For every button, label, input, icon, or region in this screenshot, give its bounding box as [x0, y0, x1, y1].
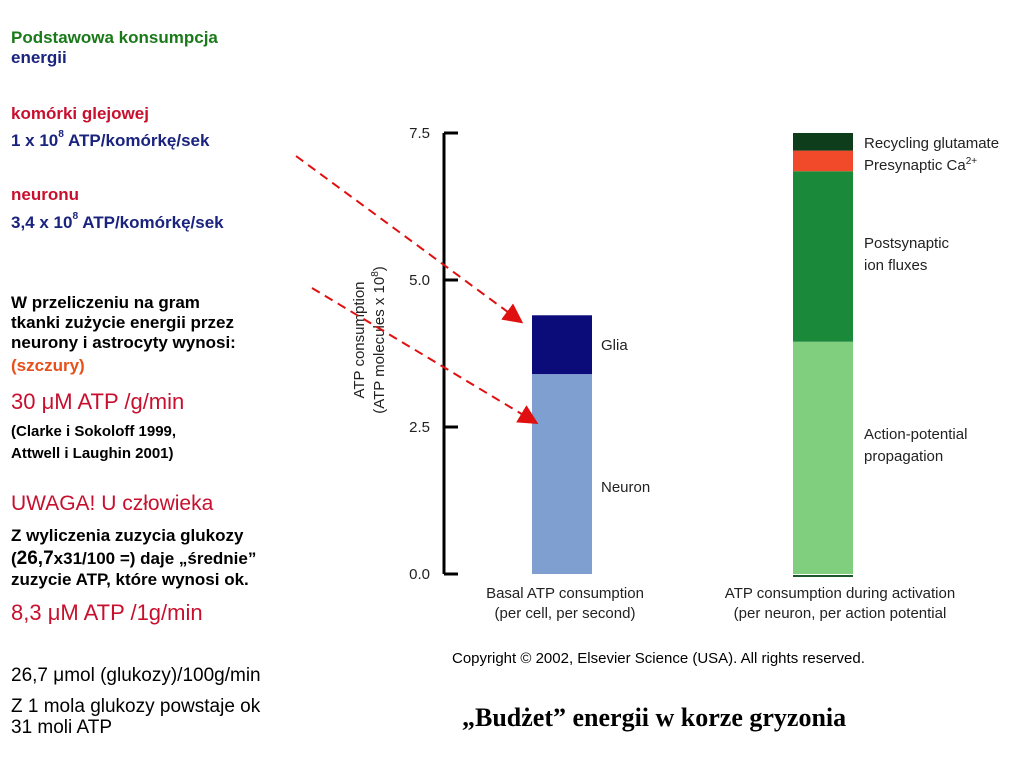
glia-value-pre: 1 x 10 [11, 131, 59, 150]
mole-line-1: Z 1 mola glukozy powstaje ok [11, 696, 261, 717]
bar-2-segment-4 [793, 133, 853, 151]
glia-label: komórki glejowej [11, 104, 149, 123]
glia-value-exp: 8 [58, 129, 64, 140]
neuron-value-exp: 8 [72, 211, 79, 222]
calc-line-1: Z wyliczenia zuzycia glukozy [11, 526, 244, 545]
label-action-potential-line-1: Action-potential [864, 426, 967, 443]
para-line-3: neurony i astrocyty wynosi: [11, 333, 236, 352]
arrow-glia [295, 155, 524, 324]
mole-line-2: 31 moli ATP [11, 717, 113, 738]
y-axis-label-close: ) [371, 266, 388, 271]
calc-rest: x31/100 =) daje „średnie” [53, 549, 257, 568]
heading-line-2: energii [11, 48, 67, 67]
arrow-neuron [311, 287, 539, 425]
label-presynaptic-ca-superscript: 2+ [966, 156, 978, 167]
rate-rats: 30 μM ATP /g/min [11, 389, 185, 414]
glucose-rate: 26,7 μmol (glukozy)/100g/min [11, 665, 261, 686]
label-action-potential-line-2: propagation [864, 448, 943, 465]
para-line-2: tkanki zużycie energii przez [11, 313, 234, 332]
neuron-value-pre: 3,4 x 10 [11, 213, 73, 232]
y-tick-label: 5.0 [409, 272, 430, 289]
bar-1-segment-1 [532, 374, 592, 574]
reference-1: (Clarke i Sokoloff 1999, [11, 423, 177, 440]
para-line-4: (szczury) [11, 356, 85, 375]
bar-1-label-line-1: Basal ATP consumption [486, 585, 644, 602]
glia-value-post: ATP/komórkę/sek [63, 131, 210, 150]
y-axis-label-line-2: (ATP molecules x 108) [370, 266, 388, 414]
chart-layer: 0.0 2.5 5.0 7.5 ATP consumption (ATP molecule… [295, 125, 999, 622]
neuron-label: neuronu [11, 185, 79, 204]
bar-2-segment-2 [793, 171, 853, 342]
label-recycling-glutamate: Recycling glutamate [864, 135, 999, 152]
warning-title: UWAGA! U człowieka [11, 492, 214, 515]
bar-2-label-line-2: (per neuron, per action potential [734, 605, 947, 622]
label-postsynaptic-line-2: ion fluxes [864, 257, 927, 274]
y-tick-label: 2.5 [409, 419, 430, 436]
calc-paren: ( [11, 549, 17, 568]
reference-2: Attwell i Laughin 2001) [11, 445, 174, 462]
bar-2-segment-3 [793, 150, 853, 172]
para-line-1: W przeliczeniu na gram [11, 293, 200, 312]
label-glia: Glia [601, 337, 628, 354]
y-axis-label-line-1: ATP consumption [351, 281, 368, 398]
rate-human: 8,3 μM ATP /1g/min [11, 600, 203, 625]
bar-2-label-line-1: ATP consumption during activation [725, 585, 955, 602]
label-neuron: Neuron [601, 479, 650, 496]
bar-1-segment-2 [532, 315, 592, 375]
glia-value: 1 x 108 ATP/komórkę/sek [11, 129, 210, 150]
calc-line-2: (26,7x31/100 =) daje „średnie” [11, 549, 256, 569]
calc-line-3: zuzycie ATP, które wynosi ok. [11, 570, 249, 589]
slide-caption: „Budżet” energii w korze gryzonia [462, 703, 847, 732]
y-tick-label: 7.5 [409, 125, 430, 142]
label-presynaptic-ca: Presynaptic Ca2+ [864, 156, 977, 174]
copyright-text: Copyright © 2002, Elsevier Science (USA)… [452, 650, 865, 667]
y-tick-label: 0.0 [409, 566, 430, 583]
label-postsynaptic-line-1: Postsynaptic [864, 235, 950, 252]
bar-1-label-line-2: (per cell, per second) [495, 605, 636, 622]
y-axis-label-main: (ATP molecules x 10 [371, 277, 388, 414]
bar-2-segment-1 [793, 341, 853, 574]
heading-line-1: Podstawowa konsumpcja [11, 28, 218, 47]
neuron-value-post: ATP/komórkę/sek [78, 213, 224, 232]
y-axis-label-exp: 8 [370, 271, 381, 277]
neuron-value: 3,4 x 108 ATP/komórkę/sek [11, 211, 224, 232]
calc-number: 26,7 [16, 548, 54, 569]
